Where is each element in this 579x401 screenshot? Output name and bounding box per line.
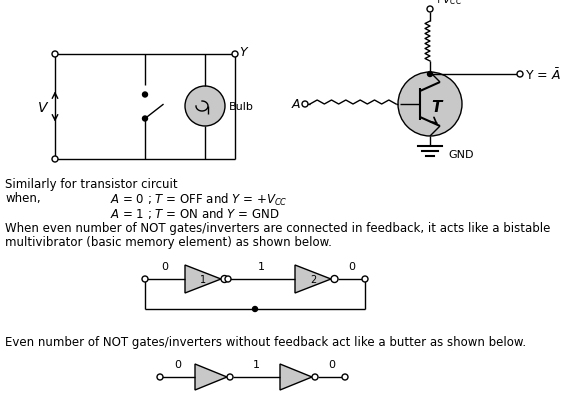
- Circle shape: [225, 276, 231, 282]
- Text: 1: 1: [258, 261, 265, 271]
- Circle shape: [362, 276, 368, 282]
- Circle shape: [52, 52, 58, 58]
- Text: V: V: [38, 100, 47, 114]
- Circle shape: [517, 72, 523, 78]
- Text: $+V_{CC}$: $+V_{CC}$: [433, 0, 463, 7]
- Text: $A$ = 1 ; $T$ = ON and $Y$ = GND: $A$ = 1 ; $T$ = ON and $Y$ = GND: [110, 205, 280, 221]
- Text: 0: 0: [348, 261, 355, 271]
- Circle shape: [312, 374, 318, 380]
- Text: GND: GND: [448, 150, 474, 160]
- Circle shape: [142, 276, 148, 282]
- Text: 1: 1: [200, 274, 206, 284]
- Circle shape: [157, 374, 163, 380]
- Circle shape: [221, 276, 228, 283]
- Circle shape: [52, 157, 58, 162]
- Circle shape: [427, 72, 433, 77]
- Polygon shape: [195, 364, 227, 390]
- Text: T: T: [431, 100, 441, 115]
- Text: A: A: [291, 98, 300, 111]
- Text: multivibrator (basic memory element) as shown below.: multivibrator (basic memory element) as …: [5, 235, 332, 248]
- Text: 1: 1: [253, 359, 260, 369]
- Circle shape: [252, 307, 258, 312]
- Circle shape: [342, 374, 348, 380]
- Circle shape: [398, 73, 462, 137]
- Circle shape: [427, 7, 433, 13]
- Text: $A$ = 0 ; $T$ = OFF and $Y$ = +$V_{CC}$: $A$ = 0 ; $T$ = OFF and $Y$ = +$V_{CC}$: [110, 192, 288, 208]
- Text: Bulb: Bulb: [229, 102, 254, 112]
- Circle shape: [302, 102, 308, 108]
- Text: When even number of NOT gates/inverters are connected in feedback, it acts like : When even number of NOT gates/inverters …: [5, 221, 551, 235]
- Circle shape: [142, 93, 148, 98]
- Text: when,: when,: [5, 192, 41, 205]
- Text: Y = $\bar{A}$: Y = $\bar{A}$: [525, 67, 560, 83]
- Circle shape: [331, 276, 338, 283]
- Polygon shape: [295, 265, 331, 293]
- Text: Even number of NOT gates/inverters without feedback act like a butter as shown b: Even number of NOT gates/inverters witho…: [5, 335, 526, 348]
- Text: 2: 2: [310, 274, 316, 284]
- Circle shape: [142, 117, 148, 122]
- Text: 0: 0: [328, 359, 335, 369]
- Text: 0: 0: [174, 359, 181, 369]
- Text: 0: 0: [162, 261, 168, 271]
- Text: Y: Y: [239, 47, 247, 59]
- Circle shape: [227, 374, 233, 380]
- Polygon shape: [280, 364, 312, 390]
- Circle shape: [185, 87, 225, 127]
- Text: Similarly for transistor circuit: Similarly for transistor circuit: [5, 178, 178, 190]
- Polygon shape: [185, 265, 221, 293]
- Circle shape: [232, 52, 238, 58]
